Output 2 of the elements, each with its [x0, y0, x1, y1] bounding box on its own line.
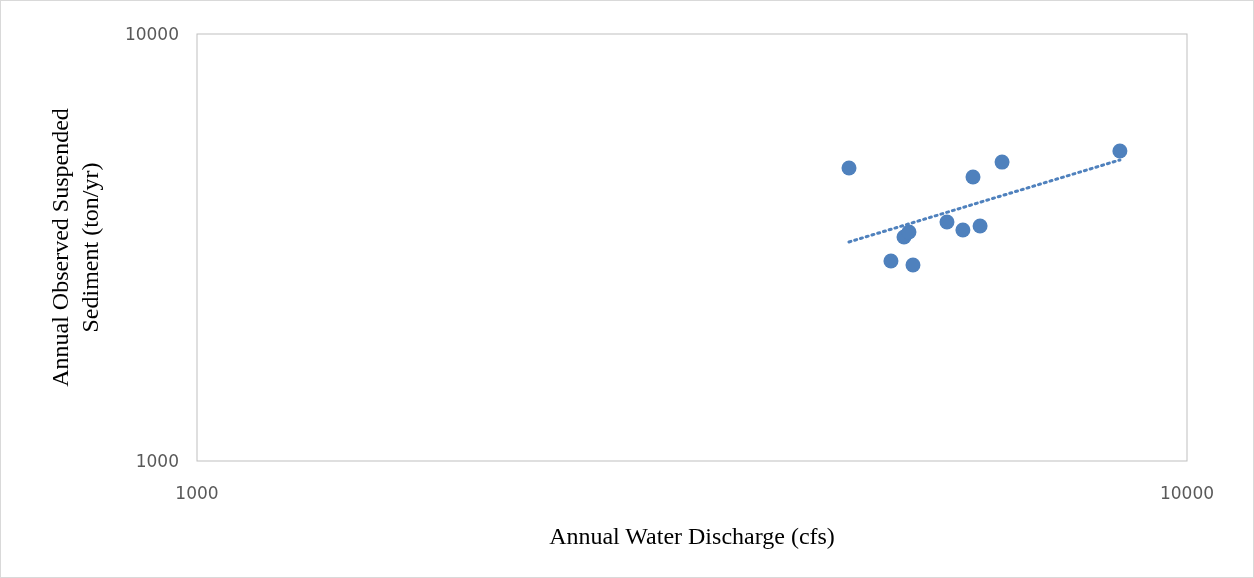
x-axis-title: Annual Water Discharge (cfs)	[549, 523, 835, 549]
y-axis-title: Annual Observed Suspended Sediment (ton/yr)	[47, 108, 103, 387]
